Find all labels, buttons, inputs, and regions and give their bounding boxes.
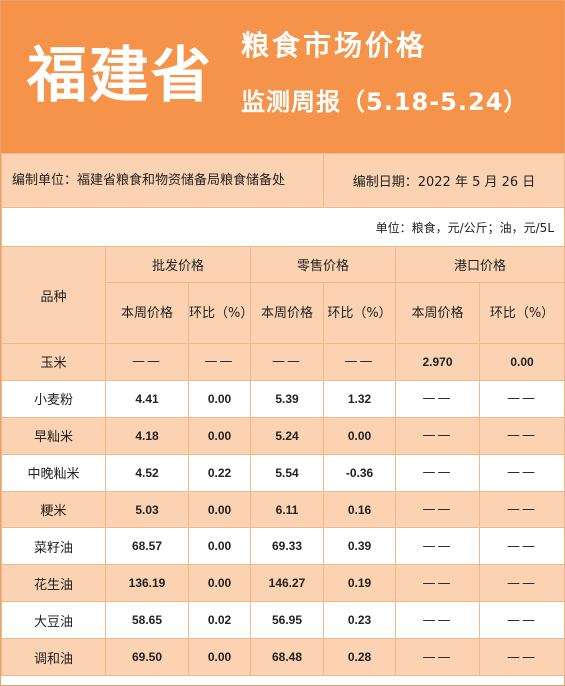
price-cell: 146.27 [249, 564, 325, 603]
price-cell: —— [395, 638, 481, 677]
price-cell: 2.970 [395, 343, 481, 381]
variety-name: 调和油 [1, 638, 106, 677]
price-cell: —— [479, 453, 565, 492]
sub-header-port-price: 本周价格 [395, 282, 481, 344]
price-cell: 0.02 [188, 601, 251, 640]
price-cell: —— [479, 601, 565, 640]
table-row: 中晚籼米 4.52 0.22 5.54 -0.36 —— —— [1, 453, 565, 492]
variety-name: 大豆油 [1, 601, 106, 640]
variety-name: 小麦粉 [1, 379, 106, 418]
sub-header-retail-change: 环比（%） [323, 282, 397, 344]
price-cell: -0.36 [323, 453, 397, 492]
price-cell: 69.50 [105, 638, 189, 677]
table-row: 早籼米 4.18 0.00 5.24 0.00 —— —— [1, 416, 565, 455]
sub-header-wholesale-price: 本周价格 [105, 282, 189, 344]
price-cell: 0.28 [323, 638, 397, 677]
price-cell: 1.32 [323, 379, 397, 418]
variety-name: 花生油 [1, 564, 106, 603]
price-cell: —— [395, 601, 481, 640]
price-cell: —— [395, 564, 481, 603]
price-cell: 68.48 [249, 638, 325, 677]
price-cell: —— [479, 638, 565, 677]
sub-header-port-change: 环比（%） [479, 282, 565, 344]
province-title: 福建省 [27, 41, 213, 111]
group-header-wholesale: 批发价格 [105, 246, 251, 283]
price-cell: 6.11 [249, 490, 325, 529]
group-header-port: 港口价格 [395, 246, 565, 283]
price-cell: 0.19 [323, 564, 397, 603]
price-cell: 0.00 [479, 343, 565, 381]
price-cell: —— [479, 490, 565, 529]
price-cell: —— [323, 343, 397, 381]
price-cell: 0.00 [188, 564, 251, 603]
variety-header: 品种 [1, 246, 106, 344]
price-cell: —— [479, 416, 565, 455]
price-cell: 0.00 [323, 416, 397, 455]
sub-header-retail-price: 本周价格 [249, 282, 325, 344]
price-cell: —— [479, 379, 565, 418]
table-row: 小麦粉 4.41 0.00 5.39 1.32 —— —— [1, 379, 565, 418]
unit-note: 单位：粮食，元/公斤；油，元/5L [0, 207, 565, 247]
report-header: 福建省 粮食市场价格 监测周报（5.18-5.24） [1, 1, 564, 153]
price-cell: 5.39 [249, 379, 325, 418]
sub-header-wholesale-change: 环比（%） [188, 282, 253, 344]
price-cell: —— [479, 527, 565, 566]
price-cell: —— [105, 343, 189, 381]
compile-date: 编制日期：2022 年 5 月 26 日 [323, 153, 565, 208]
price-cell: 0.22 [188, 453, 251, 492]
price-cell: —— [479, 564, 565, 603]
report-subtitle: 监测周报（5.18-5.24） [241, 88, 529, 116]
price-cell: 136.19 [105, 564, 189, 603]
price-cell: 5.54 [249, 453, 325, 492]
price-cell: 5.03 [105, 490, 189, 529]
compiler-unit: 编制单位：福建省粮食和物资储备局粮食储备处 [0, 153, 325, 208]
price-cell: —— [395, 490, 481, 529]
group-header-retail: 零售价格 [249, 246, 397, 283]
variety-name: 玉米 [1, 343, 106, 381]
variety-name: 菜籽油 [1, 527, 106, 566]
price-cell: 4.41 [105, 379, 189, 418]
price-cell: —— [395, 453, 481, 492]
variety-name: 粳米 [1, 490, 106, 529]
price-cell: 56.95 [249, 601, 325, 640]
table-row: 菜籽油 68.57 0.00 69.33 0.39 —— —— [1, 527, 565, 566]
price-table: 编制单位：福建省粮食和物资储备局粮食储备处 编制日期：2022 年 5 月 26… [0, 153, 565, 677]
price-cell: 4.52 [105, 453, 189, 492]
price-cell: 0.00 [188, 490, 251, 529]
price-cell: 0.00 [188, 527, 251, 566]
price-cell: 0.00 [188, 379, 251, 418]
price-cell: —— [395, 416, 481, 455]
table-row: 粳米 5.03 0.00 6.11 0.16 —— —— [1, 490, 565, 529]
variety-name: 中晚籼米 [1, 453, 106, 492]
price-cell: —— [249, 343, 325, 381]
price-cell: 5.24 [249, 416, 325, 455]
price-cell: —— [395, 527, 481, 566]
table-row: 花生油 136.19 0.00 146.27 0.19 —— —— [1, 564, 565, 603]
price-cell: 58.65 [105, 601, 189, 640]
price-cell: 0.00 [188, 638, 251, 677]
price-cell: 0.39 [323, 527, 397, 566]
table-row: 大豆油 58.65 0.02 56.95 0.23 —— —— [1, 601, 565, 640]
price-cell: 69.33 [249, 527, 325, 566]
price-cell: —— [395, 379, 481, 418]
price-cell: 0.00 [188, 416, 251, 455]
variety-name: 早籼米 [1, 416, 106, 455]
price-cell: 68.57 [105, 527, 189, 566]
report-title: 粮食市场价格 [241, 29, 428, 62]
price-cell: 4.18 [105, 416, 189, 455]
table-row: 调和油 69.50 0.00 68.48 0.28 —— —— [1, 638, 565, 677]
price-cell: 0.23 [323, 601, 397, 640]
table-row: 玉米 —— —— —— —— 2.970 0.00 [1, 343, 565, 381]
price-cell: 0.16 [323, 490, 397, 529]
price-cell: —— [188, 343, 251, 381]
